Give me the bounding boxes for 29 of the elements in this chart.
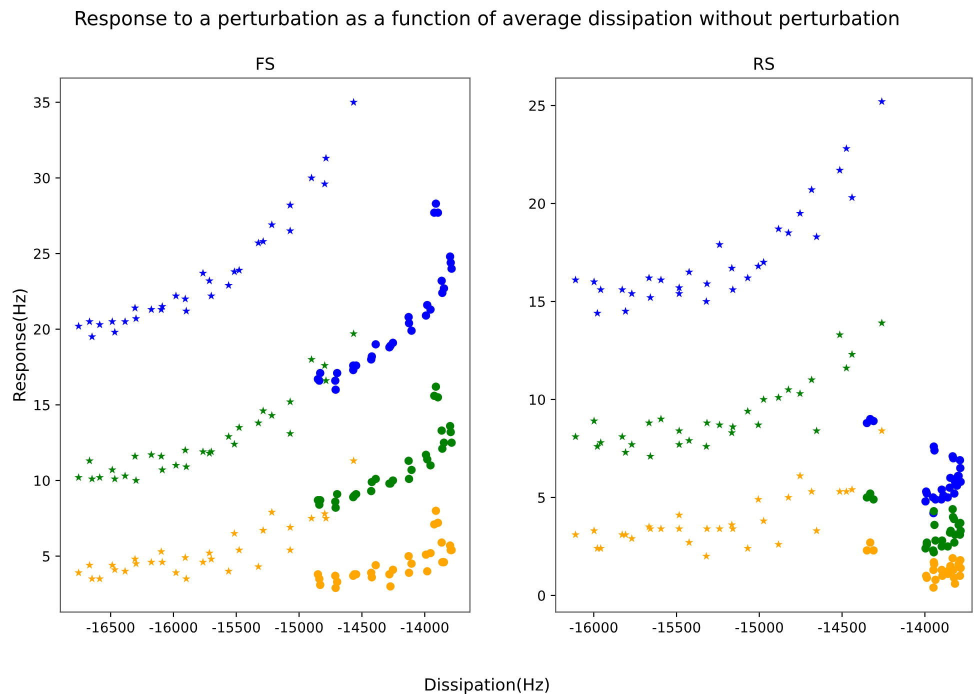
x-axis-title: Dissipation(Hz)	[425, 678, 549, 694]
chart-title: RS	[754, 57, 774, 70]
x-tick-label: -14500	[818, 622, 866, 633]
y-tick-label: 25	[529, 100, 545, 111]
x-tick-label: -15500	[652, 622, 700, 633]
y-tick-label: 35	[34, 97, 50, 108]
x-tick-label: -16000	[570, 622, 618, 633]
x-tick-label: -15500	[212, 622, 260, 633]
y-tick-label: 15	[530, 296, 545, 307]
x-tick-label: -15000	[275, 622, 323, 633]
y-tick-label: 15	[34, 400, 50, 410]
chart-title: FS	[256, 57, 274, 70]
y-tick-label: 10	[530, 394, 546, 405]
x-tick-label: -16500	[86, 622, 134, 633]
y-tick-label: 10	[34, 475, 50, 486]
x-tick-label: -14500	[338, 622, 386, 633]
x-tick-label: -14000	[400, 622, 448, 633]
y-axis-title: Response(Hz)	[12, 289, 29, 401]
x-tick-label: -15000	[735, 622, 783, 633]
y-tick-label: 30	[34, 172, 50, 184]
y-tick-label: 0	[538, 590, 546, 601]
y-tick-label: 5	[538, 492, 545, 503]
y-tick-label: 20	[34, 324, 50, 335]
text: Response to a perturbation as a function of average dissipation without perturbation	[76, 10, 898, 30]
y-tick-label: 25	[34, 248, 50, 260]
x-tick-label: -14000	[900, 622, 949, 633]
y-tick-label: 20	[529, 198, 546, 209]
x-tick-label: -16000	[150, 622, 198, 633]
y-tick-label: 5	[42, 551, 50, 562]
